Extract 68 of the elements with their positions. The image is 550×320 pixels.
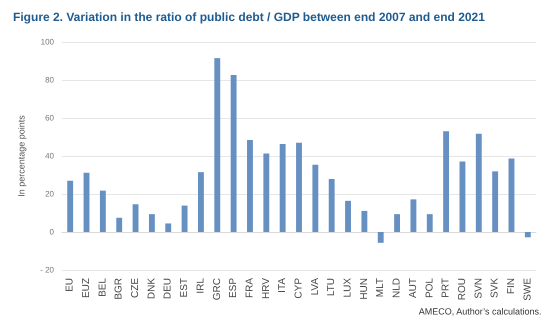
y-tick-label: 60: [45, 114, 55, 122]
x-tick-label: FIN: [506, 278, 517, 294]
y-tick-label: 20: [45, 190, 55, 198]
x-tick-label: NLD: [392, 278, 403, 298]
x-tick-label: BEL: [97, 278, 108, 297]
bar: [476, 134, 482, 232]
bar: [508, 158, 514, 232]
x-tick-label: PRT: [440, 278, 452, 298]
x-tick-label: EST: [179, 278, 190, 298]
bar: [165, 223, 172, 232]
x-tick-label: GRC: [212, 278, 223, 300]
x-tick-label: CZE: [130, 278, 142, 298]
bar: [148, 214, 155, 232]
x-tick-label: LVA: [310, 278, 321, 296]
bar: [67, 180, 74, 232]
x-tick-label: DNK: [146, 278, 158, 300]
bar: [328, 178, 335, 232]
bar: [132, 204, 138, 232]
y-tick-label: 0: [50, 228, 55, 236]
x-tick-label: HRV: [260, 278, 272, 299]
x-tick-label: DEU: [162, 278, 174, 300]
bar: [378, 232, 384, 243]
y-tick-label: 100: [40, 38, 55, 46]
bar: [280, 144, 286, 232]
x-tick-label: SVK: [490, 278, 501, 298]
x-tick-label: SWE: [522, 278, 534, 301]
x-tick-label: ESP: [228, 278, 240, 298]
x-tick-label: ITA: [277, 278, 288, 293]
y-tick-label: 80: [45, 76, 55, 84]
bar: [394, 214, 400, 232]
x-tick-label: FRA: [244, 278, 256, 298]
bar: [263, 154, 270, 232]
x-tick-label: CYP: [294, 278, 304, 299]
x-tick-label: BGR: [114, 278, 125, 300]
text: AMECO, Author’s calculations.: [418, 306, 542, 316]
x-tick-label: ROU: [456, 278, 468, 300]
x-tick-label: POL: [424, 278, 436, 298]
x-tick-label: EUZ: [81, 278, 92, 298]
bar: [100, 190, 106, 232]
bar: [214, 58, 220, 232]
bar: [84, 172, 90, 232]
bar: [410, 199, 416, 232]
bar: [296, 142, 302, 232]
y-tick-label: 40: [45, 152, 55, 160]
bar: [116, 218, 122, 232]
bar: [230, 75, 237, 232]
bar: [198, 172, 204, 232]
bar: [247, 140, 253, 232]
x-tick-label: SVN: [473, 278, 484, 299]
y-axis-title: In percentage points: [16, 114, 26, 197]
chart-title: Figure 2. Variation in the ratio of public debt / GDP between end 2007 and end 2021: [13, 10, 486, 24]
x-tick-label: EU: [64, 278, 76, 292]
bar: [524, 232, 531, 238]
x-tick-label: IRL: [195, 278, 206, 294]
x-tick-label: MLT: [375, 278, 386, 298]
x-tick-label: AUT: [408, 278, 419, 298]
bar: [443, 131, 450, 232]
bar: [312, 164, 318, 232]
y-tick-label: - 20: [40, 266, 55, 274]
bar: [426, 214, 433, 232]
bar: [492, 171, 498, 232]
bar: [361, 210, 368, 232]
bar: [345, 200, 351, 232]
x-tick-label: LUX: [342, 278, 354, 298]
x-tick-label: HUN: [358, 278, 370, 300]
bar: [182, 206, 188, 232]
x-tick-label: LTU: [326, 278, 338, 296]
bar: [460, 162, 466, 232]
